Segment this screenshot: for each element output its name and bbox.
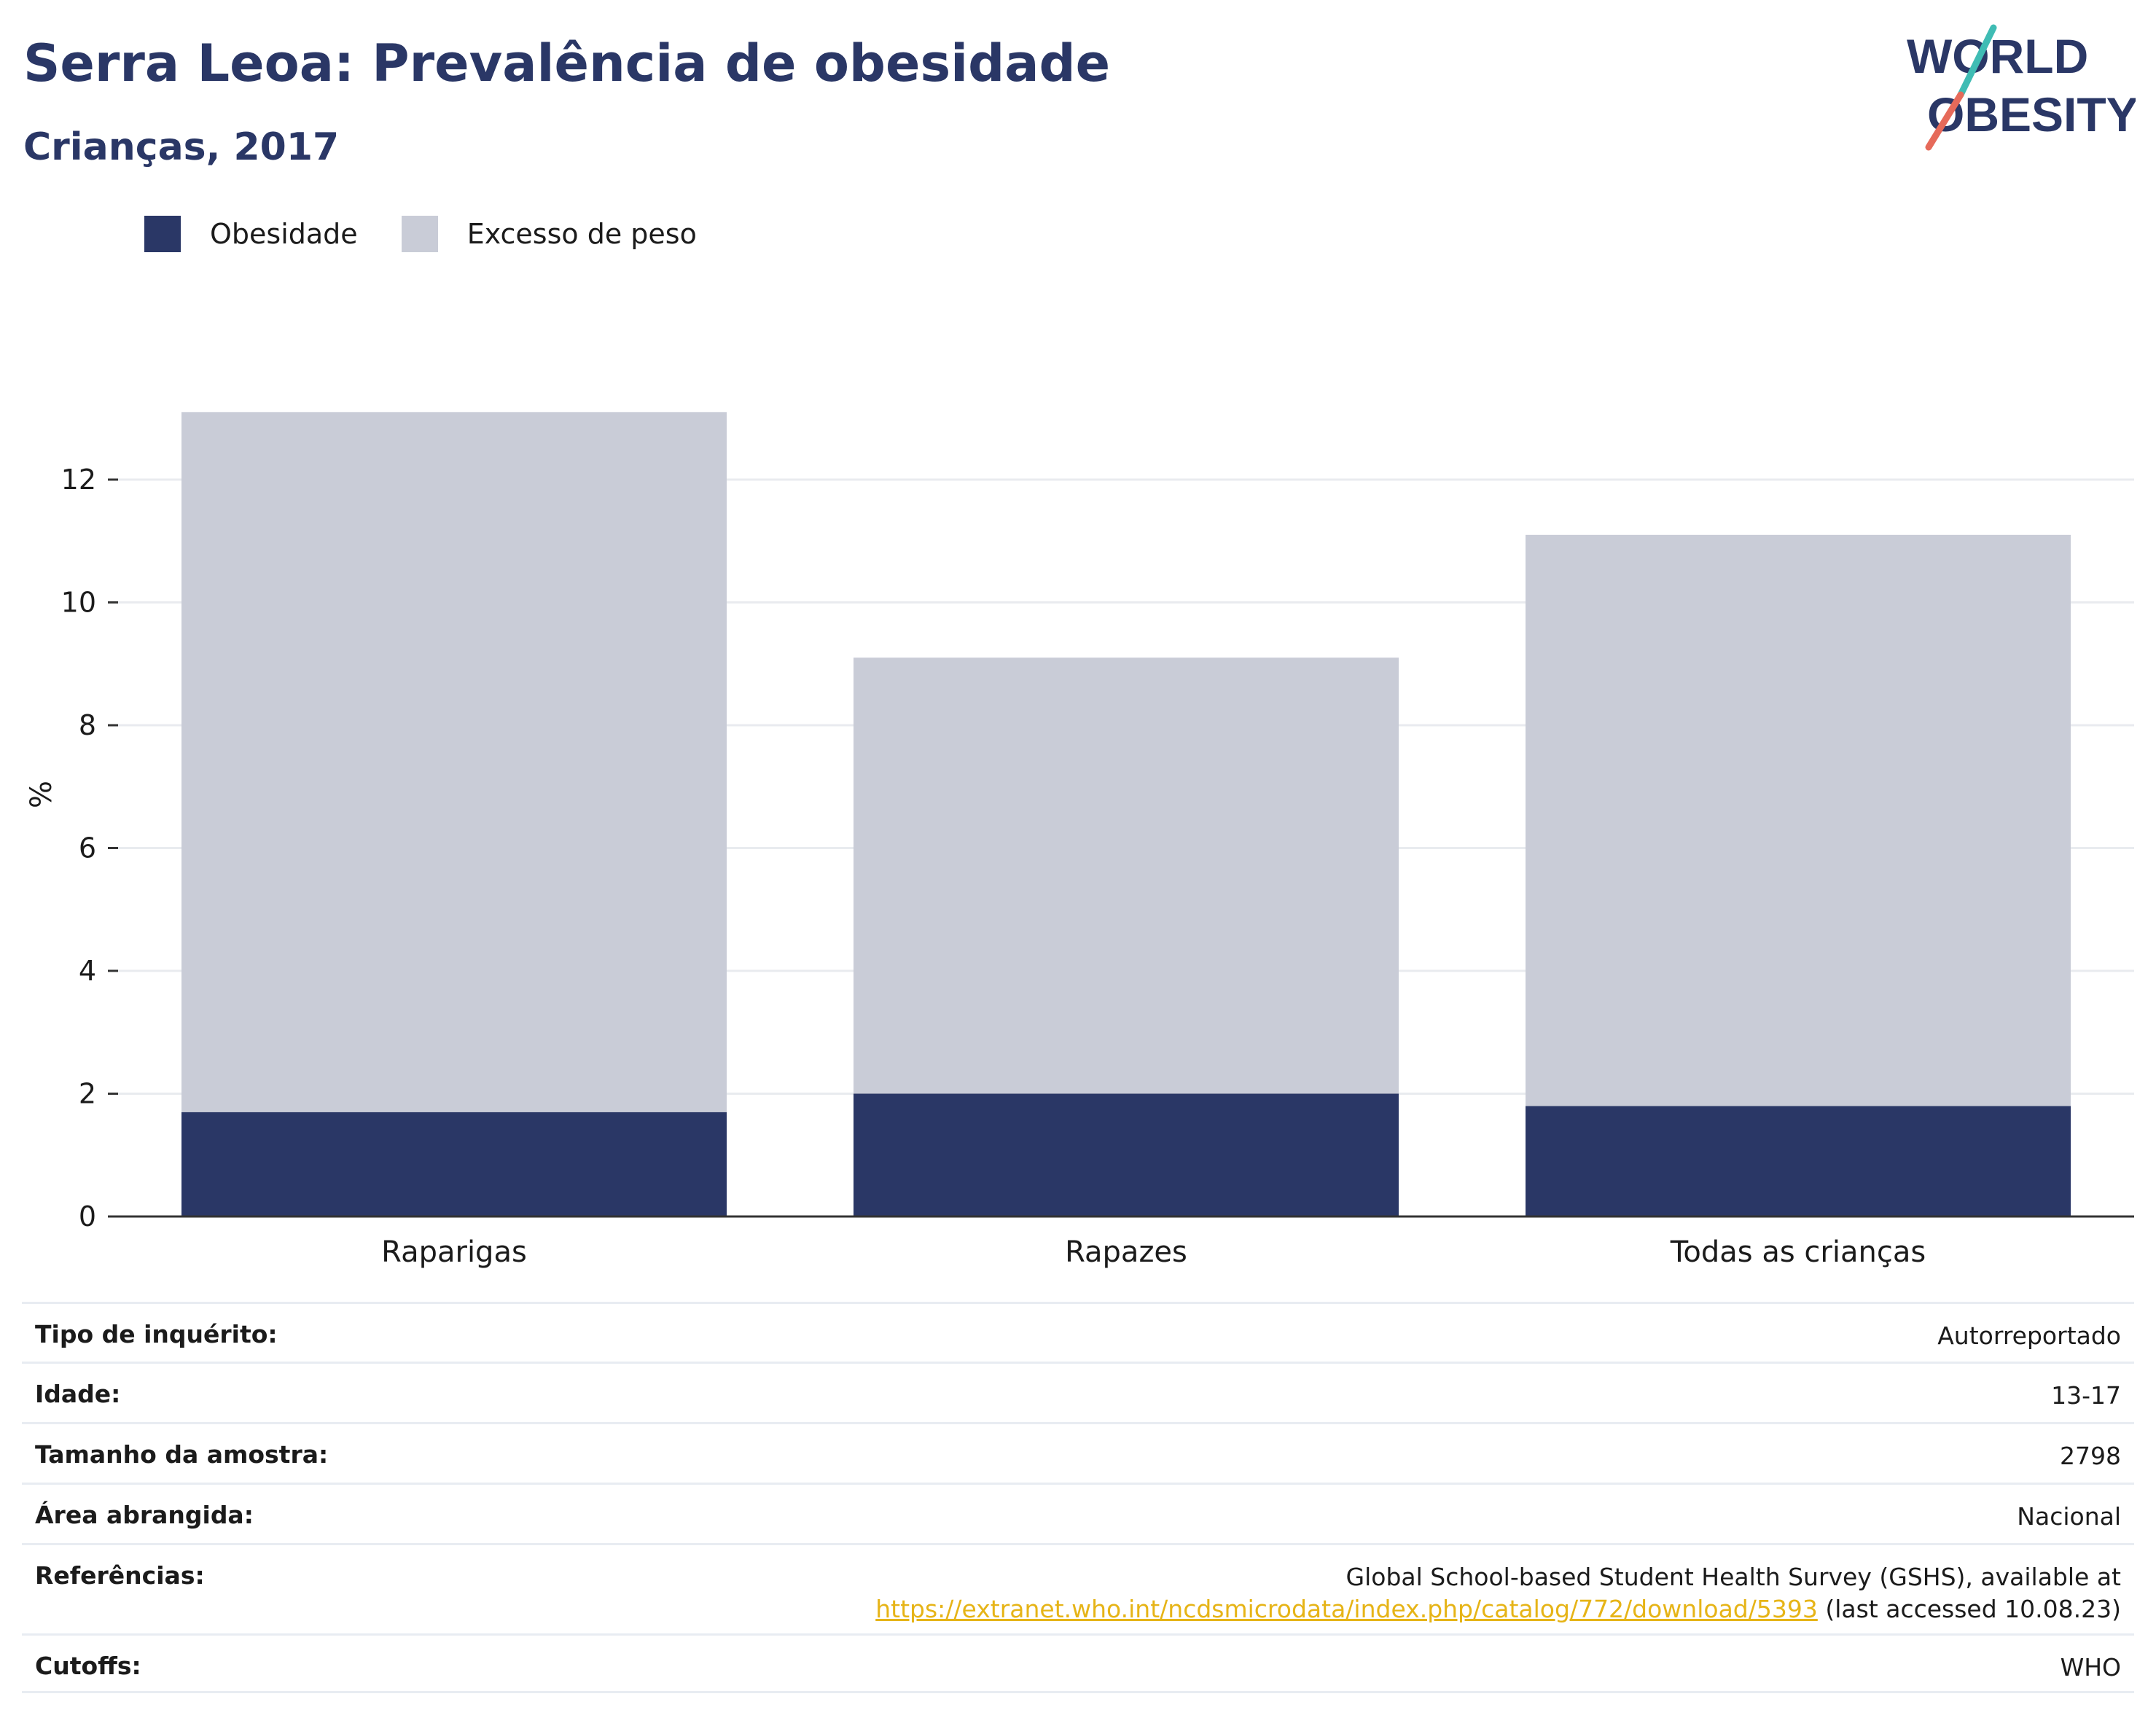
x-tick-label: Todas as crianças [1670, 1235, 1926, 1269]
y-tick-label: 8 [79, 709, 96, 741]
legend-item-obesidade: Obesidade [144, 216, 358, 252]
bar-excesso-de-peso [181, 412, 727, 1112]
info-label-idade: Idade: [35, 1380, 121, 1408]
info-label-tipo: Tipo de inquérito: [35, 1320, 278, 1348]
info-value-referencias: Global School-based Student Health Surve… [875, 1561, 2121, 1625]
survey-info-table: Tipo de inquérito: Autorreportado Idade:… [22, 1302, 2134, 1693]
legend-swatch-obesidade [144, 216, 181, 252]
info-label-area: Área abrangida: [35, 1501, 254, 1529]
legend-label-obesidade: Obesidade [210, 218, 358, 250]
y-tick-label: 10 [61, 587, 96, 619]
info-row-idade: Idade: 13-17 [22, 1362, 2134, 1422]
bar-obesidade [854, 1093, 1399, 1216]
info-row-area: Área abrangida: Nacional [22, 1483, 2134, 1543]
info-value-cutoffs: WHO [2060, 1653, 2121, 1682]
info-value-tipo: Autorreportado [1937, 1321, 2121, 1350]
stacked-bar-chart: 0 2 4 6 8 10 12% Raparigas Rapazes Todas as crian… [25, 412, 2134, 1269]
y-tick-label: 2 [79, 1078, 96, 1110]
bar-obesidade [1526, 1106, 2071, 1216]
info-value-idade: 13-17 [2051, 1381, 2121, 1410]
y-tick-label: 4 [79, 955, 96, 987]
legend-item-excesso-de-peso: Excesso de peso [401, 216, 697, 252]
bar-excesso-de-peso [1526, 534, 2071, 1106]
info-row-referencias: Referências: Global School-based Student… [22, 1543, 2134, 1633]
page-title: Serra Leoa: Prevalência de obesidade [23, 34, 1111, 93]
legend-swatch-excesso-de-peso [401, 216, 438, 252]
reference-text: Global School-based Student Health Surve… [1345, 1563, 2121, 1591]
y-tick-label: 12 [61, 464, 96, 496]
x-tick-label: Raparigas [381, 1235, 527, 1269]
x-tick-label: Rapazes [1065, 1235, 1187, 1269]
legend-label-excesso-de-peso: Excesso de peso [466, 218, 697, 250]
info-label-referencias: Referências: [35, 1561, 205, 1590]
reference-access-date: (last accessed 10.08.23) [1817, 1595, 2121, 1623]
y-tick-label: 6 [79, 832, 96, 864]
reference-link[interactable]: https://extranet.who.int/ncdsmicrodata/i… [875, 1595, 1818, 1623]
info-value-area: Nacional [2017, 1502, 2121, 1531]
info-label-amostra: Tamanho da amostra: [35, 1440, 329, 1469]
y-tick-label: 0 [79, 1200, 96, 1233]
page-subtitle: Crianças, 2017 [23, 125, 340, 169]
info-row-tipo: Tipo de inquérito: Autorreportado [22, 1302, 2134, 1362]
info-row-cutoffs: Cutoffs: WHO [22, 1633, 2134, 1693]
bar-obesidade [181, 1112, 727, 1216]
bar-excesso-de-peso [854, 657, 1399, 1094]
logo-word-world: WORLD [1907, 29, 2088, 83]
info-label-cutoffs: Cutoffs: [35, 1652, 141, 1680]
chart-legend: Obesidade Excesso de peso [144, 216, 741, 252]
y-axis-label: % [25, 781, 58, 808]
world-obesity-logo: WORLD OBESITY [1907, 24, 2136, 151]
info-row-amostra: Tamanho da amostra: 2798 [22, 1422, 2134, 1483]
info-value-amostra: 2798 [2060, 1442, 2121, 1470]
